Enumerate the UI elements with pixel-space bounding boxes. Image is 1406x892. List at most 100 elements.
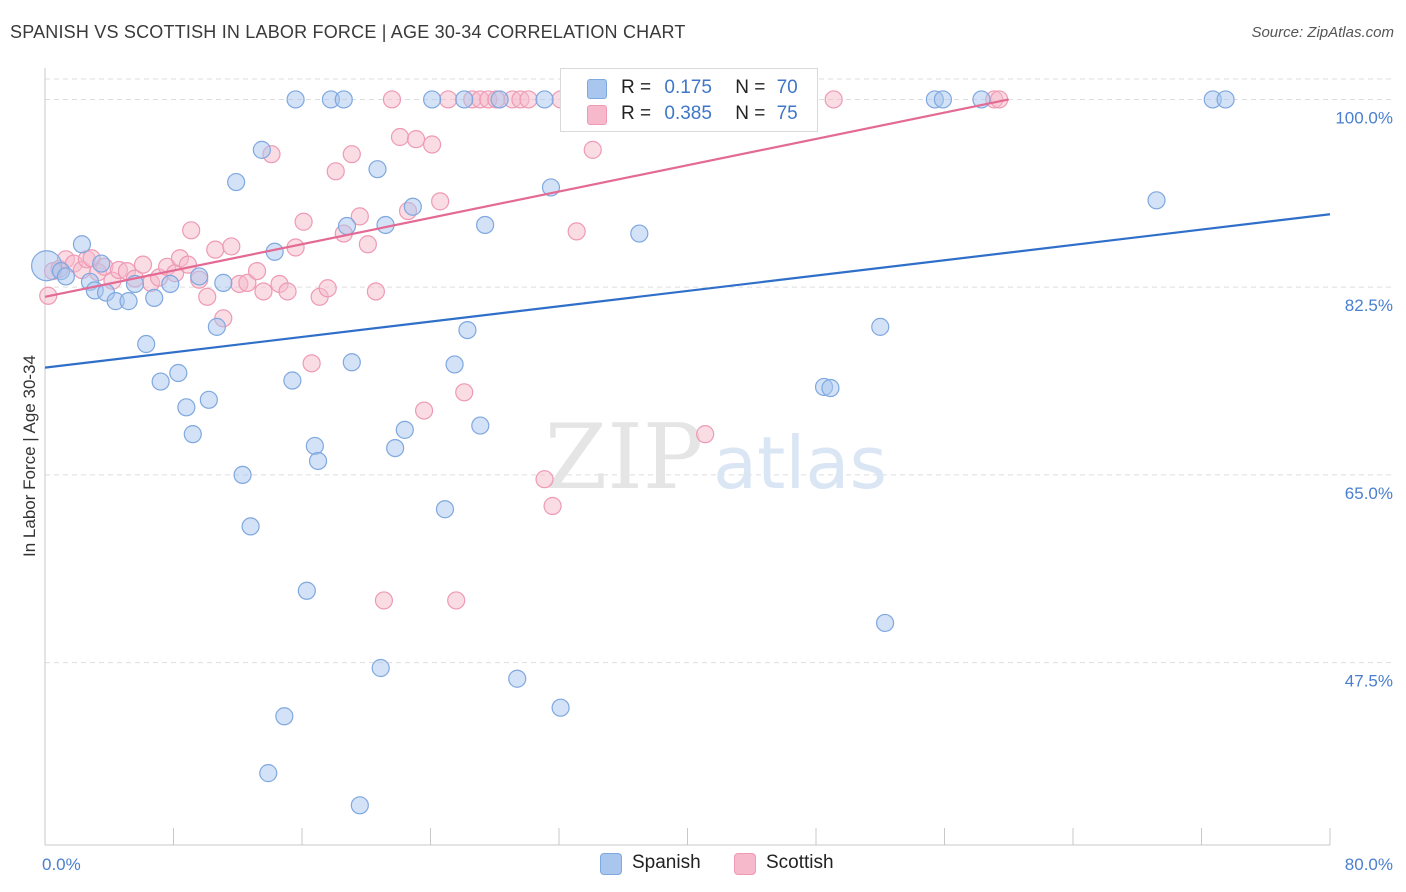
scottish-point: [439, 90, 458, 109]
spanish-point: [445, 355, 464, 374]
spanish-point: [455, 90, 474, 109]
scottish-point: [247, 261, 267, 281]
scottish-point: [543, 496, 562, 516]
spanish-point: [551, 698, 570, 717]
scottish-legend-swatch: [734, 853, 756, 875]
y-tick-label: 100.0%: [1335, 108, 1393, 127]
scottish-point: [447, 591, 466, 610]
spanish-point: [337, 216, 357, 236]
scottish-point: [302, 354, 321, 373]
scottish-point: [198, 287, 217, 306]
spanish-point: [371, 658, 390, 678]
scottish-point: [318, 279, 337, 298]
scottish-point: [358, 235, 377, 254]
scottish-point: [222, 237, 241, 256]
spanish-point: [297, 581, 316, 600]
scottish-point: [133, 255, 153, 274]
spanish-point: [241, 517, 260, 536]
scottish-point: [696, 425, 715, 444]
spanish-point: [151, 372, 170, 391]
scottish-point: [423, 135, 442, 154]
spanish-point: [508, 669, 527, 688]
scottish-point: [366, 282, 385, 301]
spanish-point: [435, 500, 455, 519]
spanish-point: [92, 254, 111, 273]
spanish-r-value: 0.175: [664, 77, 712, 98]
scottish-point: [583, 140, 602, 159]
scottish-point: [182, 221, 201, 240]
y-axis-label: In Labor Force | Age 30-34: [20, 355, 39, 557]
spanish-point: [259, 764, 278, 783]
spanish-point: [535, 90, 554, 109]
spanish-point: [476, 215, 495, 235]
trend-layer: [44, 98, 1331, 369]
scottish-point: [350, 207, 369, 226]
spanish-point: [177, 398, 196, 417]
spanish-point: [119, 292, 138, 311]
spanish-point: [334, 90, 353, 109]
watermark: ZIP atlas: [545, 405, 887, 510]
scottish-point: [326, 162, 345, 181]
y-tick-label: 47.5%: [1345, 672, 1393, 691]
spanish-point: [350, 796, 369, 815]
scottish-point: [390, 127, 410, 147]
scottish-point: [519, 90, 538, 109]
spanish-legend-swatch: [600, 853, 622, 875]
spanish-point: [308, 451, 328, 471]
scottish-point: [824, 90, 843, 109]
spanish-point: [395, 420, 414, 439]
spanish-point: [368, 160, 387, 179]
spanish-point: [275, 707, 294, 726]
spanish-point: [183, 425, 202, 444]
spanish-point: [169, 363, 188, 383]
grid-layer: [45, 78, 1392, 664]
spanish-swatch: [587, 79, 607, 99]
spanish-point: [490, 90, 509, 109]
x-tick-label-min: 0.0%: [42, 855, 81, 874]
spanish-point: [145, 288, 164, 308]
spanish-n-value: 70: [776, 77, 798, 98]
spanish-point: [199, 390, 218, 409]
scottish-trend-line: [44, 98, 1009, 298]
y-tick-label: 82.5%: [1345, 296, 1393, 315]
stats-legend: R = 0.175 N = 70 R = 0.385 N = 75: [560, 68, 818, 132]
scottish-point: [535, 470, 554, 489]
scottish-n-label: N =: [735, 103, 766, 124]
spanish-point: [214, 273, 233, 292]
spanish-point: [233, 465, 252, 485]
scottish-point: [406, 130, 426, 149]
scottish-legend-label: Scottish: [766, 852, 834, 873]
spanish-point: [137, 334, 156, 354]
spanish-n-label: N =: [735, 77, 766, 98]
spanish-point: [1147, 191, 1166, 210]
spanish-point: [423, 90, 442, 109]
source-credit: Source: ZipAtlas.com: [1251, 24, 1394, 41]
spanish-point: [305, 436, 324, 456]
x-tick-label-max: 80.0%: [1345, 855, 1393, 874]
chart-title: SPANISH VS SCOTTISH IN LABOR FORCE | AGE…: [10, 22, 686, 42]
scottish-point: [414, 401, 434, 420]
spanish-point: [286, 90, 305, 109]
spanish-point: [252, 140, 271, 159]
spanish-point: [227, 172, 246, 192]
spanish-point: [283, 371, 302, 390]
spanish-point: [403, 197, 422, 216]
watermark-zip: ZIP: [545, 405, 704, 510]
scottish-r-value: 0.385: [664, 103, 712, 124]
spanish-point: [821, 378, 840, 398]
scottish-point: [206, 240, 225, 259]
scottish-point: [431, 192, 450, 211]
spanish-point: [342, 353, 361, 372]
points-layer: [31, 90, 1235, 815]
spanish-point: [630, 224, 649, 243]
scottish-point: [294, 212, 313, 231]
scottish-point: [382, 90, 402, 109]
spanish-point: [72, 235, 92, 254]
spanish-r-label: R =: [621, 77, 652, 98]
scottish-point: [254, 282, 273, 301]
scottish-n-value: 75: [776, 103, 798, 124]
scottish-point: [342, 145, 361, 164]
spanish-legend-label: Spanish: [632, 852, 701, 873]
scottish-point: [238, 273, 257, 292]
scottish-swatch: [587, 105, 607, 125]
